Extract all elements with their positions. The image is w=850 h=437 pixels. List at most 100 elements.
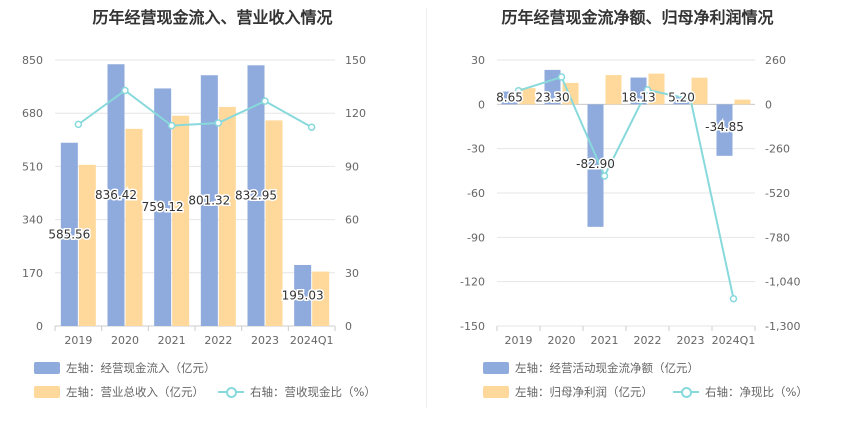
- legend-label: 左轴：经营活动现金流净额（亿元）: [515, 361, 699, 375]
- y-right-tick-label: 120: [345, 107, 366, 120]
- x-tick-label: 2024Q1: [290, 334, 334, 347]
- y-left-tick-label: 170: [22, 267, 43, 280]
- ratio-point: [261, 97, 269, 105]
- legend-swatch: [34, 386, 60, 398]
- chart-title: 历年经营现金流净额、归母净利润情况: [501, 8, 774, 27]
- ratio-line: [518, 75, 735, 299]
- x-tick-label: 2024Q1: [712, 334, 756, 347]
- bar-data-label: 8.65: [496, 90, 523, 104]
- bar-secondary: [734, 99, 751, 105]
- bar-primary: [294, 264, 312, 326]
- ratio-point: [74, 120, 83, 129]
- bar-secondary: [265, 120, 283, 326]
- ratio-point: [600, 172, 609, 180]
- bar-secondary: [78, 164, 96, 326]
- legend-swatch: [34, 362, 60, 374]
- bar-primary: [154, 88, 172, 326]
- y-left-tick-label: 0: [36, 320, 43, 333]
- y-right-tick-label: 90: [345, 160, 359, 173]
- bar-data-label: -82.90: [576, 157, 615, 171]
- panel-divider: [426, 8, 427, 408]
- ratio-line: [77, 89, 313, 129]
- legend-label: 左轴：营业总收入（亿元）: [66, 385, 204, 399]
- ratio-point: [643, 86, 652, 94]
- legend-swatch: [483, 362, 509, 374]
- x-tick-label: 2022: [204, 334, 232, 347]
- bar-secondary: [125, 128, 143, 326]
- x-tick-label: 2020: [548, 334, 576, 347]
- bar-primary: [587, 104, 604, 227]
- y-right-tick-label: -1,300: [765, 320, 800, 333]
- y-left-tick-label: 30: [471, 54, 485, 67]
- y-left-tick-label: 680: [22, 107, 43, 120]
- ratio-point: [514, 86, 523, 95]
- y-right-tick-label: 150: [345, 54, 366, 67]
- y-right-tick-label: 30: [345, 267, 359, 280]
- bar-data-label: -34.85: [705, 120, 744, 134]
- ratio-point: [214, 119, 223, 127]
- bar-primary: [107, 64, 125, 326]
- legend-label: 右轴：净现比（%）: [705, 385, 808, 399]
- y-right-tick-label: 0: [765, 98, 772, 111]
- y-left-tick-label: -60: [467, 187, 485, 200]
- bar-secondary: [605, 75, 622, 105]
- y-right-tick-label: 260: [765, 54, 786, 67]
- y-right-tick-label: -780: [765, 231, 790, 244]
- bar-secondary: [172, 115, 190, 327]
- ratio-point: [167, 121, 176, 130]
- bar-primary: [247, 65, 265, 327]
- y-right-tick-label: -1,040: [765, 276, 800, 289]
- x-tick-label: 2023: [251, 334, 279, 347]
- legend-item-net-ratio[interactable]: 右轴：净现比（%）: [673, 384, 808, 400]
- bar-data-label: 5.20: [668, 90, 695, 104]
- bar-secondary: [691, 77, 708, 105]
- bar-primary: [716, 104, 733, 156]
- bar-data-label: 832.95: [235, 189, 277, 203]
- y-left-tick-label: -120: [460, 276, 485, 289]
- bar-data-label: 18.13: [621, 90, 655, 104]
- bar-secondary: [218, 106, 236, 326]
- ratio-point: [121, 86, 129, 95]
- legend-item-revenue[interactable]: 左轴：营业总收入（亿元）: [34, 384, 204, 400]
- bar-data-label: 23.30: [535, 90, 569, 104]
- ratio-point: [686, 95, 695, 103]
- bar-primary: [673, 96, 690, 105]
- y-left-tick-label: -30: [467, 143, 485, 156]
- x-tick-label: 2022: [634, 334, 662, 347]
- x-tick-label: 2020: [111, 334, 139, 347]
- legend-swatch: [673, 386, 699, 398]
- bar-primary: [60, 142, 78, 326]
- legend-item-net-profit[interactable]: 左轴：归母净利润（亿元）: [483, 384, 653, 400]
- y-left-tick-label: 340: [22, 214, 43, 227]
- legend-label: 右轴：营收现金比（%）: [250, 385, 376, 399]
- ratio-point: [557, 73, 566, 81]
- bar-data-label: 801.32: [188, 194, 230, 208]
- chart-panel-netcash-profit: 历年经营现金流净额、归母净利润情况 -150 -120 -90 -60 -30 0 30 -1…: [425, 0, 850, 437]
- bar-data-label: 585.56: [48, 227, 90, 241]
- bar-data-label: 195.03: [282, 288, 324, 302]
- x-tick-label: 2021: [591, 334, 619, 347]
- legend-item-cash-inflow[interactable]: 左轴：经营现金流入（亿元）: [34, 360, 216, 376]
- legend-item-net-cash[interactable]: 左轴：经营活动现金流净额（亿元）: [483, 360, 699, 376]
- y-left-tick-label: -150: [460, 320, 485, 333]
- legend-swatch: [483, 386, 509, 398]
- y-right-tick-label: 0: [345, 320, 352, 333]
- chart-title: 历年经营现金流入、营业收入情况: [92, 8, 333, 27]
- y-left-tick-label: -90: [467, 231, 485, 244]
- chart-svg-2: -150 -120 -90 -60 -30 0 30 -1,300 -1,040 -780 -520…: [460, 54, 800, 347]
- bar-secondary: [519, 88, 536, 105]
- bar-secondary: [312, 271, 330, 326]
- legend-label: 左轴：归母净利润（亿元）: [515, 385, 653, 399]
- y-right-tick-label: -520: [765, 187, 790, 200]
- chart-svg-1: 0 170 340 510 680 850 0 30 60 90 120 150 2019 2020 202…: [22, 54, 366, 347]
- bar-primary: [200, 75, 218, 326]
- chart-panel-cashflow-revenue: 历年经营现金流入、营业收入情况 0 170 340 510 680 850 0 30 60 90 1…: [22, 8, 376, 400]
- ratio-point: [307, 123, 316, 131]
- x-tick-label: 2023: [677, 334, 705, 347]
- ratio-point: [729, 294, 738, 303]
- y-left-tick-label: 510: [22, 160, 43, 173]
- legend-item-cash-ratio[interactable]: 右轴：营收现金比（%）: [218, 384, 376, 400]
- y-left-tick-label: 850: [22, 54, 43, 67]
- y-left-tick-label: 0: [478, 98, 485, 111]
- legend-label: 左轴：经营现金流入（亿元）: [66, 361, 216, 375]
